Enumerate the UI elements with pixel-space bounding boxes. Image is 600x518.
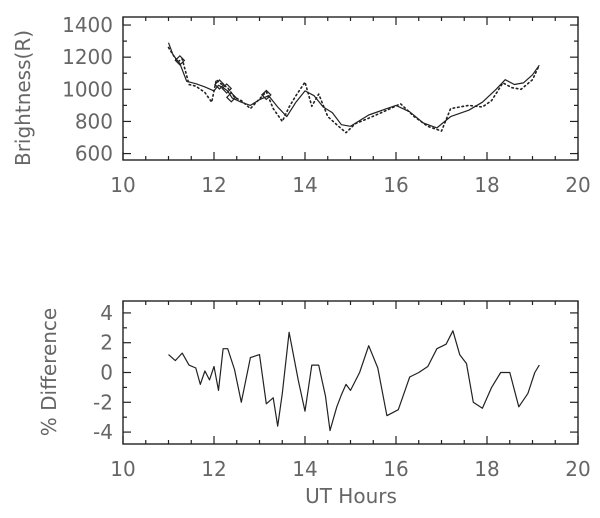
brightness-y-tick-labels: 600 800 1000 1200 1400 (62, 13, 113, 166)
brightness-x-tick-label: 14 (292, 173, 317, 197)
difference-y-tick-label: 0 (100, 361, 113, 385)
difference-x-tick-label: 12 (201, 457, 226, 481)
brightness-x-tick-label: 12 (201, 173, 226, 197)
difference-x-tick-label: 10 (110, 457, 135, 481)
difference-y-tick-label: 4 (100, 301, 113, 325)
x-axis-title: UT Hours (305, 484, 397, 508)
difference-y-tick-label: 2 (100, 331, 113, 355)
brightness-plot-frame (122, 16, 579, 161)
difference-solid-series-line (168, 330, 540, 432)
brightness-y-tick-label: 1400 (62, 13, 113, 37)
difference-panel: 10 12 14 16 18 20 -4 -2 0 2 4 % Difference UT Hou… (37, 300, 591, 508)
difference-ticks (122, 301, 579, 444)
brightness-x-tick-label: 18 (474, 173, 499, 197)
brightness-dotted-series-line (167, 46, 541, 134)
difference-x-tick-label: 16 (383, 457, 408, 481)
diamond-marker (260, 89, 272, 101)
brightness-panel: 10 12 14 16 18 20 600 800 1000 1200 1400 Brightne… (11, 13, 591, 197)
brightness-x-tick-label: 10 (110, 173, 135, 197)
difference-x-tick-label: 14 (292, 457, 317, 481)
difference-x-tick-labels: 10 12 14 16 18 20 (110, 457, 590, 481)
brightness-y-tick-label: 1000 (62, 77, 113, 101)
diamond-marker (174, 55, 186, 66)
difference-y-axis-title: % Difference (37, 308, 61, 436)
brightness-x-tick-label: 20 (565, 173, 590, 197)
brightness-y-tick-label: 800 (75, 109, 113, 133)
brightness-solid-series-line (167, 42, 540, 129)
difference-y-tick-label: -2 (93, 390, 113, 414)
brightness-series (167, 42, 541, 134)
brightness-markers (174, 55, 272, 103)
brightness-y-tick-label: 600 (75, 142, 113, 166)
brightness-ticks (122, 17, 579, 160)
brightness-y-tick-label: 1200 (62, 45, 113, 69)
diamond-marker (225, 91, 237, 103)
difference-series (168, 330, 540, 432)
diamond-marker (214, 79, 225, 90)
difference-x-tick-label: 20 (565, 457, 590, 481)
brightness-x-tick-label: 16 (383, 173, 408, 197)
brightness-y-axis-title: Brightness(R) (11, 30, 35, 166)
brightness-x-tick-labels: 10 12 14 16 18 20 (110, 173, 590, 197)
difference-y-tick-labels: -4 -2 0 2 4 (93, 301, 113, 444)
difference-x-tick-label: 18 (474, 457, 499, 481)
difference-y-tick-label: -4 (93, 420, 113, 444)
diamond-marker (221, 83, 233, 94)
